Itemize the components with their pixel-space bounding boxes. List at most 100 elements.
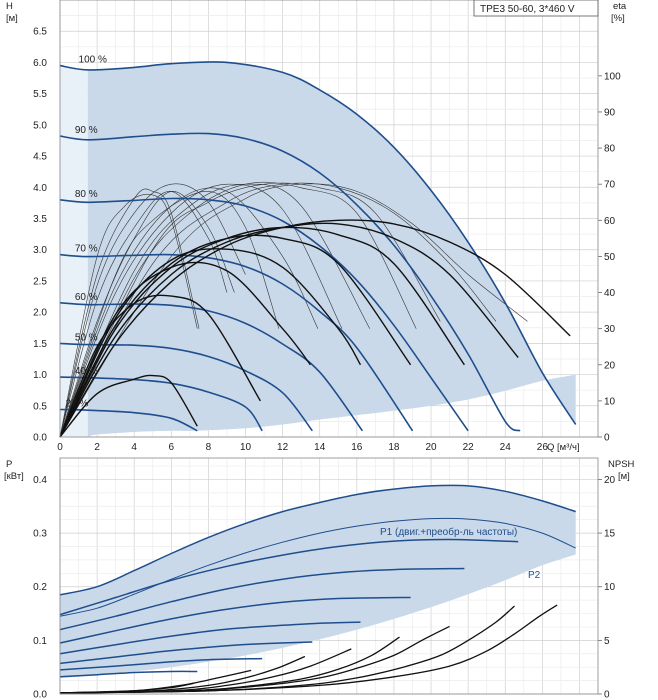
eta-thin-curve [59,183,528,438]
x-tick-label: 8 [206,442,212,453]
y2-axis-label-eta: eta [613,1,627,12]
y2-tick-label: 60 [604,216,616,227]
x-tick-label: 6 [169,442,175,453]
y2-tick-label: 20 [604,360,616,371]
x-tick-label: 24 [500,442,512,453]
npsh-tick-label: 15 [604,529,616,540]
speed-label: 60 % [75,292,98,303]
y-tick-label: 0.5 [33,401,47,412]
npsh-curve [59,605,515,694]
npsh-tick-label: 0 [604,690,610,700]
y-tick-label: 6.5 [33,27,47,38]
eta-thin-curve [59,193,198,438]
npsh-axis-unit: [м] [618,471,630,482]
npsh-curves [59,604,558,694]
y2-tick-label: 100 [604,71,621,82]
eta-curve [59,248,362,438]
x-tick-label: 20 [425,442,437,453]
x-axis-label: Q [м³/ч] [547,442,580,453]
x-tick-label: 14 [314,442,326,453]
npsh-axis-label: NPSH [608,459,635,470]
eta-thin-curve [59,183,343,438]
eta-curve [59,261,311,438]
power-curve [59,641,313,665]
y-tick-label: 4.0 [33,183,47,194]
x-tick-label: 18 [388,442,400,453]
head-curve-27 [59,408,198,432]
eta-thin-curve [59,183,371,438]
y-tick-label: 3.0 [33,245,47,256]
x-tick-label: 16 [351,442,363,453]
p-tick-label: 0.1 [33,636,47,647]
y2-axis-unit-eta: [%] [611,13,625,24]
speed-label: 90 % [75,125,98,136]
head-curve-50 [59,342,313,432]
speed-label: 70 % [75,244,98,255]
eta-thin-curve [59,188,200,438]
head-curve-90 [59,132,521,432]
power-frame [59,457,599,695]
x-tick-label: 22 [463,442,475,453]
y-axis-label-H: H [6,1,13,12]
p1-annotation: P1 (двиг.+преобр-ль частоты) [380,526,517,538]
eta-thin-curve [59,191,235,438]
power-panel: 0.0 0.1 0.2 0.3 0.4 0 5 10 15 20 P [кВт] NPSH [м… [4,457,635,700]
x-tick-label: 4 [131,442,137,453]
npsh-curve [59,682,194,694]
speed-labels: 100 % 90 % 80 % 70 % 60 % 50 % 40 % 27 % [66,55,107,410]
y-tick-label: 5.5 [33,89,47,100]
y2-tick-label: 70 [604,180,616,191]
x-tick-labels: 0 2 4 6 8 10 12 14 16 18 20 22 24 26 [57,442,548,453]
eta-thin-curve [59,187,319,438]
power-curve [59,621,361,655]
operating-area [87,61,576,438]
y-tick-label: 6.0 [33,58,47,69]
x-tick-label: 26 [537,442,549,453]
eta-curves [59,219,571,438]
p-tick-label: 0.3 [33,529,47,540]
speed-label: 40 % [75,366,98,377]
y-tick-label: 4.5 [33,152,47,163]
head-curve-100 [59,61,577,425]
power-curves [59,484,576,678]
y2-tick-label: 50 [604,252,616,263]
p-tick-label: 0.0 [33,690,47,700]
y2-tick-label: 90 [604,107,616,118]
npsh-tick-label: 20 [604,475,616,486]
npsh-tick-labels: 0 5 10 15 20 [598,475,616,700]
p-axis-label: P [6,459,12,470]
head-panel: 0 2 4 6 8 10 12 14 16 18 20 22 24 26 0.00.51.01.52.02… [6,0,627,453]
y-tick-label: 3.5 [33,214,47,225]
y-axis-unit-H: [м] [6,13,18,24]
eta-curve [59,219,571,438]
y2-tick-label: 0 [604,433,610,444]
p-tick-labels: 0.0 0.1 0.2 0.3 0.4 [33,475,47,700]
y-tick-label: 2.5 [33,276,47,287]
p-tick-label: 0.2 [33,582,47,593]
x-tick-label: 0 [57,442,63,453]
speed-label: 27 % [66,399,89,410]
y2-tick-label: 10 [604,396,616,407]
y2-tick-label: 80 [604,144,616,155]
power-curve-p2 [59,517,576,617]
speed-label: 100 % [79,55,107,66]
power-area [60,485,576,678]
npsh-tick-label: 5 [604,636,610,647]
x-tick-label: 2 [94,442,100,453]
y2-tick-label: 30 [604,324,616,335]
eta-thin-curve [59,191,280,438]
p2-annotation: P2 [528,570,541,581]
eta-thin-curve [59,182,441,438]
x-tick-label: 12 [277,442,289,453]
head-curve-70 [59,253,414,432]
power-curve [59,567,465,631]
y-tick-label: 2.0 [33,308,47,319]
eta-curve [59,234,412,438]
eta-thin-curve [59,183,246,438]
npsh-tick-label: 10 [604,582,616,593]
p-axis-unit: [кВт] [4,471,24,482]
y-tick-label: 1.5 [33,339,47,350]
p-tick-label: 0.4 [33,475,47,486]
y2-tick-label: 40 [604,288,616,299]
